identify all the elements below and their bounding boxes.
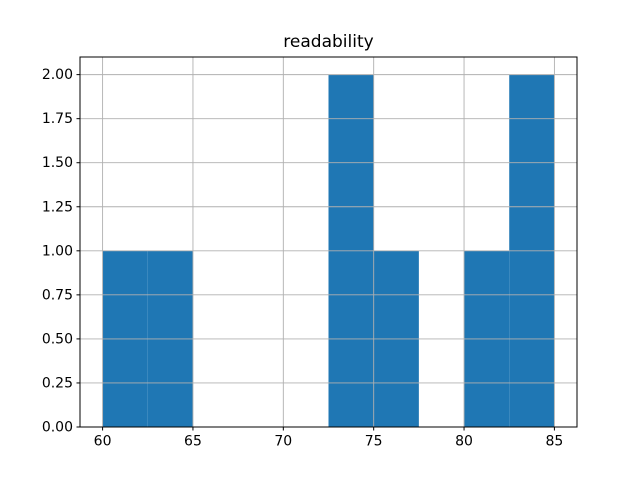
y-tick-label: 0.00: [42, 420, 73, 436]
chart-title: readability: [283, 32, 373, 52]
x-tick-label: 70: [274, 434, 292, 450]
y-tick-label: 1.00: [42, 243, 73, 259]
axes-spines: [79, 56, 578, 428]
y-tick-label: 0.75: [42, 287, 73, 303]
y-tick-label: 1.75: [42, 111, 73, 127]
x-tick-label: 80: [455, 434, 473, 450]
y-tick-label: 0.50: [42, 331, 73, 347]
y-tick-label: 1.50: [42, 155, 73, 171]
y-tick-label: 0.25: [42, 375, 73, 391]
x-tick-label: 75: [365, 434, 383, 450]
x-tick-label: 85: [545, 434, 563, 450]
y-tick-label: 1.25: [42, 199, 73, 215]
x-tick-label: 65: [184, 434, 202, 450]
plot-area: 60 65 70 75 80 85 0.00 0.25 0.50 0.75 1.00 1.25 1.50…: [42, 56, 578, 450]
y-tick-label: 2.00: [42, 67, 73, 83]
x-tick-label: 60: [94, 434, 112, 450]
